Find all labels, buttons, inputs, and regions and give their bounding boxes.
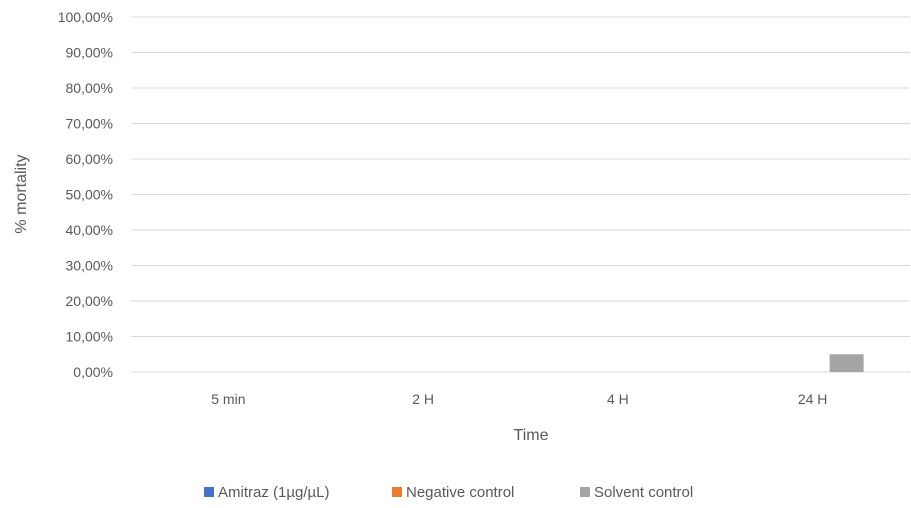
y-tick-label: 70,00% (66, 116, 113, 132)
y-tick-label: 80,00% (66, 80, 113, 96)
x-tick-label: 5 min (211, 391, 245, 407)
legend-swatch (204, 487, 214, 497)
y-tick-label: 50,00% (66, 187, 113, 203)
bars (829, 354, 864, 372)
x-tick-label: 4 H (607, 391, 629, 407)
legend-swatch (392, 487, 402, 497)
y-tick-label: 60,00% (66, 151, 113, 167)
x-tick-label: 2 H (412, 391, 434, 407)
y-axis-tick-labels: 0,00% 10,00% 20,00% 30,00% 40,00% 50,00% 60,00… (58, 9, 113, 380)
y-tick-label: 90,00% (66, 45, 113, 61)
x-axis-title: Time (514, 427, 549, 444)
x-tick-label: 24 H (798, 391, 828, 407)
bar (829, 354, 864, 372)
legend-swatch (580, 487, 590, 497)
y-axis-title: % mortality (13, 154, 30, 233)
legend: Amitraz (1µg/µL) Negative control Solvent … (204, 484, 693, 501)
y-tick-label: 40,00% (66, 222, 113, 238)
legend-label: Solvent control (594, 484, 693, 501)
legend-label: Negative control (406, 484, 514, 501)
y-tick-label: 0,00% (73, 364, 113, 380)
y-tick-label: 10,00% (66, 329, 113, 345)
legend-label: Amitraz (1µg/µL) (218, 484, 329, 501)
gridlines (131, 16, 910, 373)
y-tick-label: 30,00% (66, 258, 113, 274)
x-axis-tick-labels: 5 min 2 H 4 H 24 H (211, 391, 827, 407)
y-tick-label: 20,00% (66, 293, 113, 309)
y-tick-label: 100,00% (58, 9, 113, 25)
